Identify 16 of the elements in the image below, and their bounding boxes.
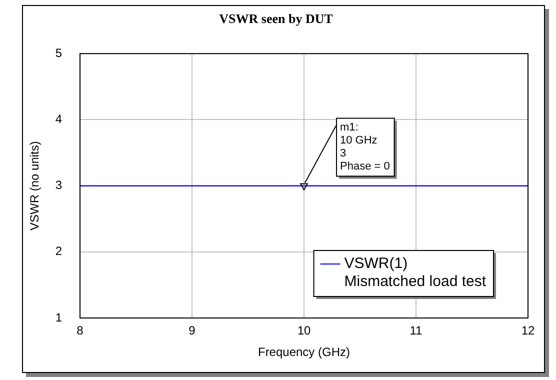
x-tick-label: 10 — [297, 324, 311, 338]
y-tick-label: 1 — [55, 310, 62, 324]
y-tick-label: 2 — [55, 244, 62, 258]
x-tick-label: 11 — [410, 324, 423, 338]
x-tick-label: 9 — [188, 324, 196, 338]
y-axis-title: VSWR (no units) — [28, 141, 42, 230]
legend-title: Mismatched load test — [344, 273, 487, 290]
x-tick-label: 12 — [521, 324, 535, 338]
y-tick-label: 5 — [55, 46, 62, 60]
annotation: m1: 10 GHz 3 Phase = 0 — [340, 121, 390, 172]
chart-title: VSWR seen by DUT — [219, 11, 334, 26]
legend-label: VSWR(1) — [344, 255, 408, 272]
y-tick-label: 4 — [55, 112, 62, 126]
y-tick-label: 3 — [55, 178, 62, 192]
x-tick-label: 8 — [76, 324, 84, 338]
x-axis-title: Frequency (GHz) — [258, 345, 350, 360]
